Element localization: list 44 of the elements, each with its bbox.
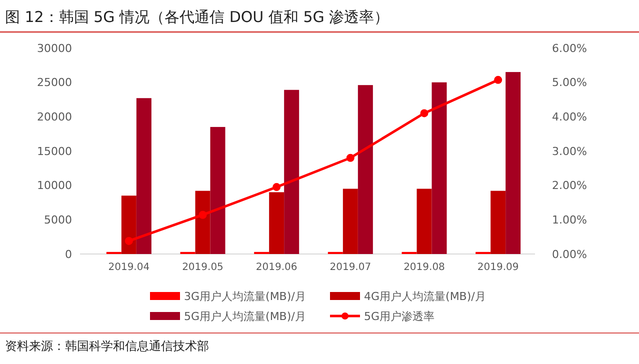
y2-tick-label: 1.00%: [552, 214, 587, 227]
bar: [342, 188, 358, 254]
x-tick-label: 2019.06: [256, 262, 298, 273]
text: 资料来源：韩国科学和信息通信技术部: [5, 339, 209, 353]
x-tick-label: 2019.05: [182, 262, 224, 273]
bar: [121, 196, 136, 254]
bar: [210, 126, 226, 254]
y2-tick-label: 5.00%: [552, 76, 587, 90]
y2-tick-label: 6.00%: [552, 42, 587, 55]
y-tick-label: 25000: [37, 76, 72, 90]
y-tick-label: 20000: [37, 110, 72, 124]
bar: [284, 90, 300, 254]
legend-label: 5G用户渗透率: [364, 310, 435, 323]
bar: [136, 98, 152, 254]
y2-tick-label: 4.00%: [552, 110, 587, 124]
y2-tick-label: 3.00%: [552, 144, 587, 158]
x-tick-label: 2019.08: [404, 262, 445, 273]
bar: [432, 82, 447, 254]
point: [420, 109, 428, 118]
y-tick-label: 30000: [37, 42, 72, 55]
point: [346, 154, 354, 162]
point: [272, 183, 281, 192]
x-tick-label: 2019.07: [330, 262, 372, 273]
bar: [195, 190, 210, 254]
x-tick-label: 2019.09: [477, 262, 519, 273]
bar: [358, 85, 373, 254]
y-tick-label: 10000: [37, 179, 72, 192]
bar: [269, 192, 284, 254]
chart-title: 图 12：韩国 5G 情况（各代通信 DOU 值和 5G 渗透率）: [5, 8, 390, 26]
legend-label: 4G用户人均流量(MB)/月: [364, 290, 486, 303]
point: [198, 210, 207, 219]
legend-label: 5G用户人均流量(MB)/月: [184, 310, 306, 323]
y-tick-label: 15000: [37, 144, 72, 158]
bar: [490, 190, 506, 254]
point: [124, 236, 133, 245]
point: [494, 76, 502, 84]
x-tick-label: 2019.04: [108, 262, 150, 273]
y2-tick-label: 0.00%: [552, 248, 587, 261]
legend-label: 3G用户人均流量(MB)/月: [184, 290, 306, 303]
bar: [416, 188, 432, 254]
y2-tick-label: 2.00%: [552, 179, 587, 192]
y-tick-label: 0: [65, 248, 72, 261]
bar: [506, 72, 521, 254]
y-tick-label: 5000: [44, 214, 72, 227]
